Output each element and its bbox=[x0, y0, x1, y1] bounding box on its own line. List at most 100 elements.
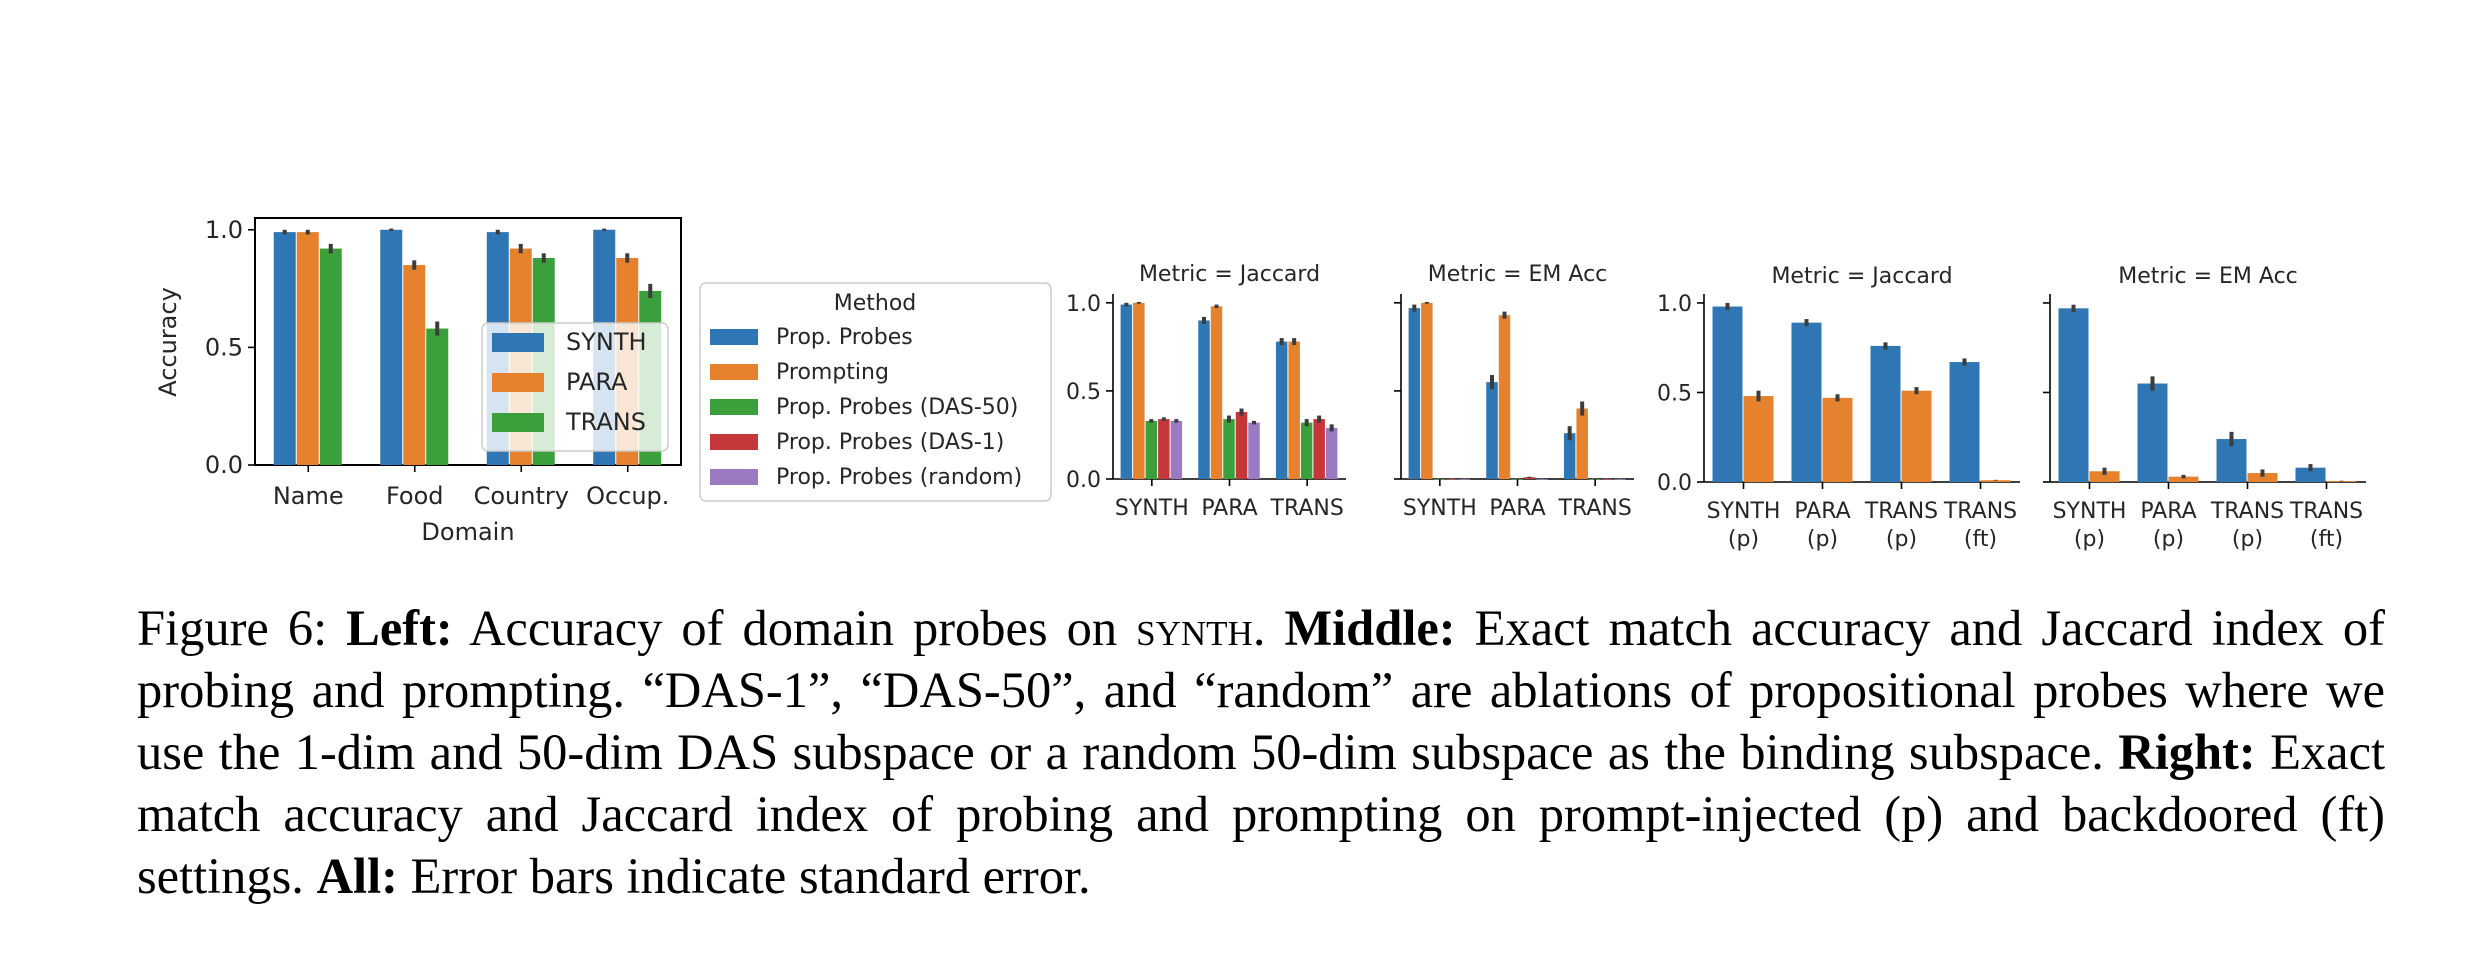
y-tick-label-1-1: 0.5 bbox=[1066, 380, 1101, 405]
x-tick-label-1-2-0: TRANS bbox=[1270, 496, 1344, 521]
caption-right-text: Exact match accuracy and Jaccard index o… bbox=[137, 724, 2386, 904]
caption-label: Figure 6: bbox=[137, 600, 328, 656]
bar-2-0-0 bbox=[1408, 308, 1421, 479]
bar-1-0-2 bbox=[1275, 341, 1288, 479]
bar-1-2-0 bbox=[1145, 420, 1158, 479]
bar-3-0-2 bbox=[1870, 345, 1901, 482]
bar-4-1-0 bbox=[2089, 471, 2120, 482]
bar-2-3-1 bbox=[1523, 477, 1536, 479]
bar-1-4-1 bbox=[1248, 422, 1260, 479]
panel-title-4: Metric = EM Acc bbox=[2118, 264, 2298, 289]
legend-swatch-synth bbox=[492, 333, 544, 352]
bar-4-0-0 bbox=[2058, 308, 2089, 482]
axes-frame-0 bbox=[254, 217, 682, 466]
legend-method-title: Method bbox=[834, 291, 917, 316]
bar-4-1-2 bbox=[2247, 473, 2278, 482]
x-tick-label-4-2-1: (p) bbox=[2232, 527, 2263, 552]
panel-title-2: Metric = EM Acc bbox=[1428, 262, 1608, 287]
y-tick-label-0-1: 0.5 bbox=[205, 333, 243, 361]
bar-2-4-0 bbox=[1458, 479, 1471, 480]
legend-swatch-para bbox=[492, 373, 544, 392]
x-tick-label-3-0-0: SYNTH bbox=[1707, 499, 1781, 524]
caption-left-head: Left: bbox=[346, 600, 453, 656]
x-tick-label-3-1-0: PARA bbox=[1794, 499, 1850, 524]
bar-0-2-1 bbox=[426, 328, 449, 465]
figure-caption: Figure 6: Left: Accuracy of domain probe… bbox=[137, 597, 2385, 907]
x-tick-label-0-1-0: Food bbox=[386, 482, 444, 510]
x-tick-label-0-3-0: Occup. bbox=[586, 482, 669, 510]
x-tick-label-0-0-0: Name bbox=[273, 482, 344, 510]
x-tick-label-3-2-1: (p) bbox=[1886, 527, 1917, 552]
legend-method-label-0: Prop. Probes bbox=[776, 325, 913, 350]
x-axis-label-0: Domain bbox=[421, 518, 514, 546]
bar-3-1-0 bbox=[1743, 396, 1774, 482]
x-tick-label-4-3-0: TRANS bbox=[2289, 499, 2363, 524]
figure-6-charts: 0.0 0.5 1.0 Name Food Country Occup. Accuracy Do… bbox=[154, 216, 2366, 552]
bar-2-4-1 bbox=[1536, 479, 1548, 480]
legend-method-box bbox=[699, 282, 1052, 502]
caption-right-head: Right: bbox=[2118, 724, 2256, 780]
bar-0-1-1 bbox=[403, 265, 426, 465]
y-tick-label-3-1: 0.5 bbox=[1657, 381, 1692, 406]
caption-middle-text: Exact match accuracy and Jaccard index o… bbox=[137, 600, 2385, 780]
bar-1-0-0 bbox=[1120, 304, 1133, 479]
caption-left-end: . bbox=[1252, 600, 1266, 656]
bar-0-2-0 bbox=[319, 248, 342, 465]
panel-title-1: Metric = Jaccard bbox=[1139, 262, 1320, 287]
x-tick-label-3-3-0: TRANS bbox=[1943, 499, 2017, 524]
bar-1-3-2 bbox=[1313, 419, 1325, 479]
y-tick-label-3-0: 0.0 bbox=[1657, 471, 1692, 496]
x-tick-label-0-2-0: Country bbox=[474, 482, 569, 510]
caption-middle-head: Middle: bbox=[1284, 600, 1456, 656]
legend-method-swatch-0 bbox=[710, 329, 758, 345]
bar-2-4-2 bbox=[1613, 479, 1626, 480]
x-tick-label-3-0-1: (p) bbox=[1728, 527, 1759, 552]
bar-4-1-3 bbox=[2326, 481, 2357, 482]
y-tick-label-0-0: 0.0 bbox=[205, 451, 243, 479]
bar-0-0-1 bbox=[380, 229, 403, 465]
bar-4-0-1 bbox=[2137, 383, 2168, 482]
bar-2-3-0 bbox=[1446, 479, 1458, 480]
y-tick-label-1-2: 1.0 bbox=[1066, 292, 1101, 317]
legend-label-para: PARA bbox=[566, 368, 628, 396]
y-tick-label-0-2: 1.0 bbox=[205, 216, 243, 244]
legend-method-swatch-2 bbox=[710, 399, 758, 415]
legend-method-swatch-1 bbox=[710, 364, 758, 380]
bar-3-1-2 bbox=[1901, 390, 1932, 482]
legend-label-synth: SYNTH bbox=[566, 328, 647, 356]
bar-0-1-0 bbox=[296, 232, 319, 465]
bar-4-0-3 bbox=[2295, 467, 2326, 482]
bar-1-2-1 bbox=[1223, 419, 1235, 479]
legend-method-swatch-3 bbox=[710, 434, 758, 450]
bar-1-0-1 bbox=[1198, 320, 1210, 479]
x-tick-label-3-2-0: TRANS bbox=[1864, 499, 1938, 524]
bar-1-2-2 bbox=[1300, 422, 1313, 479]
caption-synth: synth bbox=[1136, 600, 1253, 656]
x-tick-label-2-2-0: TRANS bbox=[1558, 496, 1632, 521]
bar-2-0-2 bbox=[1563, 433, 1576, 479]
bar-1-3-0 bbox=[1158, 419, 1170, 479]
bar-0-0-0 bbox=[273, 232, 296, 465]
x-tick-label-2-0-0: SYNTH bbox=[1403, 496, 1477, 521]
x-tick-label-4-1-0: PARA bbox=[2140, 499, 2196, 524]
caption-all-head: All: bbox=[316, 848, 398, 904]
legend-method-label-1: Prompting bbox=[776, 360, 889, 385]
bar-2-1-1 bbox=[1498, 315, 1511, 479]
bar-2-1-0 bbox=[1421, 302, 1433, 479]
bar-1-4-0 bbox=[1170, 420, 1183, 479]
x-tick-label-4-1-1: (p) bbox=[2153, 527, 2184, 552]
legend-method-label-2: Prop. Probes (DAS-50) bbox=[776, 395, 1018, 420]
bar-3-0-0 bbox=[1712, 306, 1743, 482]
bar-2-0-1 bbox=[1486, 382, 1498, 479]
bar-1-3-1 bbox=[1235, 412, 1248, 479]
panel-title-3: Metric = Jaccard bbox=[1771, 264, 1952, 289]
x-tick-label-1-1-0: PARA bbox=[1201, 496, 1257, 521]
y-tick-label-3-2: 1.0 bbox=[1657, 292, 1692, 317]
x-tick-label-4-0-1: (p) bbox=[2074, 527, 2105, 552]
bar-1-1-0 bbox=[1133, 302, 1145, 479]
caption-left-text: Accuracy of domain probes on bbox=[468, 600, 1118, 656]
x-tick-label-4-2-0: TRANS bbox=[2210, 499, 2284, 524]
bar-2-1-2 bbox=[1576, 408, 1588, 479]
x-tick-label-3-3-1: (ft) bbox=[1964, 527, 1997, 552]
x-tick-label-2-1-0: PARA bbox=[1489, 496, 1545, 521]
